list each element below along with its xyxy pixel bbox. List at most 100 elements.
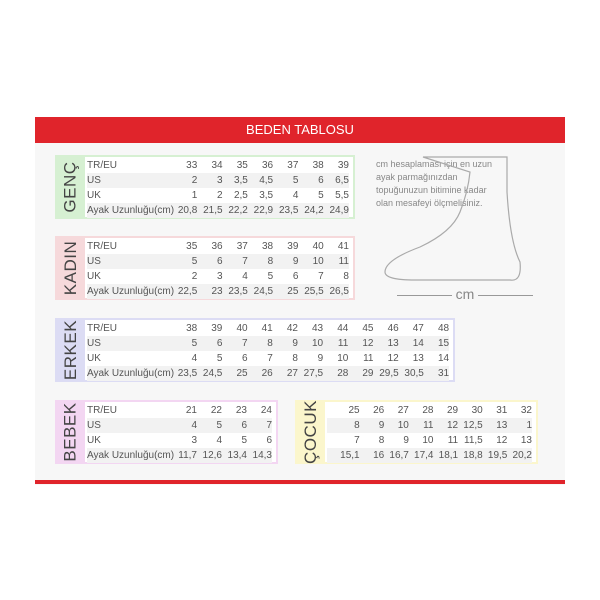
- table-row: 25 26 27 28 29 30 31 32: [327, 403, 533, 418]
- table-cell: 19,5: [487, 450, 508, 461]
- table-row: Ayak Uzunluğu(cm) 20,8 21,5 22,2 22,9 23,5 24,…: [87, 203, 349, 218]
- row-label: TR/EU: [87, 323, 117, 334]
- table-cell: 11: [423, 420, 434, 431]
- table-cell: 23,5: [177, 368, 198, 379]
- table-cell: 37: [287, 160, 299, 171]
- table-cell: 46: [387, 323, 399, 334]
- table-cell: 5: [267, 271, 274, 282]
- table-cell: 29: [362, 368, 374, 379]
- table-row: TR/EU 38 39 40 41 42 43 44 45 46 47 48: [87, 321, 449, 336]
- table-row: TR/EU 21 22 23 24: [87, 403, 272, 418]
- table-cell: 17,4: [414, 450, 434, 461]
- table-cell: 38: [262, 241, 274, 252]
- table-cell: 20,2: [512, 450, 532, 461]
- table-cell: 15: [437, 338, 450, 349]
- table-category-label: KADIN: [61, 240, 80, 296]
- table-cell: 23: [235, 405, 247, 416]
- table-cell: 8: [343, 271, 349, 282]
- foot-outline-icon: [384, 156, 521, 281]
- size-table-genc: GENÇ TR/EU 33 34 35 36 37 38 39 US 2 3 3,5 4,5 5 6 6,5 UK…: [55, 155, 355, 219]
- table-cell: 7: [242, 256, 248, 267]
- table-row: 7 8 9 10 11 11,5 12 13: [327, 433, 532, 448]
- table-row: US 5 6 7 8 9 10 11: [87, 254, 349, 269]
- table-cell: 22: [210, 405, 222, 416]
- row-label: UK: [87, 190, 101, 201]
- row-label: TR/EU: [87, 160, 117, 171]
- table-cell: 1: [526, 420, 532, 431]
- table-cell: 30,5: [404, 368, 424, 379]
- row-label: Ayak Uzunluğu(cm): [87, 368, 175, 379]
- row-label: UK: [87, 271, 101, 282]
- table-cell: 9: [378, 420, 385, 431]
- table-cell: 45: [362, 323, 374, 334]
- table-cell: 29,5: [379, 368, 399, 379]
- table-cell: 13: [412, 353, 424, 364]
- table-cell: 27: [397, 405, 409, 416]
- table-cell: 3: [217, 175, 223, 186]
- table-cell: 47: [412, 323, 424, 334]
- table-cell: 3: [217, 271, 223, 282]
- table-cell: 12: [362, 338, 374, 349]
- table-cell: 5: [216, 420, 222, 431]
- row-label: US: [87, 256, 101, 267]
- table-cell: 4: [292, 190, 299, 201]
- table-cell: 1: [191, 190, 198, 201]
- table-cell: 44: [337, 323, 349, 334]
- table-category-label: BEBEK: [61, 402, 81, 462]
- table-cell: 9: [292, 338, 298, 349]
- table-cell: 12: [387, 353, 399, 364]
- table-cell: 31: [437, 368, 450, 379]
- table-cell: 32: [520, 405, 532, 416]
- table-cell: 5: [216, 353, 223, 364]
- table-cell: 3: [191, 435, 197, 446]
- size-table-kadin: KADIN TR/EU 35 36 37 38 39 40 41 US 5 6 7 8 9 10 11 UK 2 3 4…: [55, 236, 355, 300]
- table-cell: 4,5: [259, 175, 274, 186]
- table-cell: 7: [267, 353, 273, 364]
- bottom-divider: [35, 480, 565, 484]
- table-cell: 41: [261, 323, 273, 334]
- length-indicator: cm: [385, 286, 545, 302]
- table-cell: 11: [447, 435, 459, 446]
- table-cell: 11: [337, 338, 349, 349]
- table-cell: 5: [318, 190, 324, 201]
- table-cell: 42: [286, 323, 298, 334]
- table-cell: 27: [286, 368, 298, 379]
- table-cell: 4: [216, 435, 222, 446]
- table-cell: 21: [185, 405, 197, 416]
- table-cell: 25: [348, 405, 360, 416]
- table-cell: 11: [363, 353, 374, 364]
- table-cell: 12,6: [202, 450, 222, 461]
- table-cell: 23: [211, 286, 223, 297]
- row-label: UK: [87, 353, 101, 364]
- table-cell: 13,4: [227, 450, 247, 461]
- table-cell: 23,5: [278, 205, 299, 216]
- table-cell: 37: [236, 241, 248, 252]
- table-cell: 30: [471, 405, 483, 416]
- table-cell: 10: [312, 256, 324, 267]
- table-cell: 2: [191, 175, 198, 186]
- table-cell: 12,5: [463, 420, 483, 431]
- measurement-note: cm hesaplaması için en uzun ayak parmağı…: [376, 159, 493, 208]
- table-cell: 4: [191, 420, 197, 431]
- table-row: UK 3 4 5 6: [87, 433, 272, 448]
- table-cell: 12: [447, 420, 459, 431]
- table-cell: 12: [496, 435, 508, 446]
- table-cell: 35: [186, 241, 198, 252]
- table-cell: 39: [337, 160, 349, 171]
- table-cell: 25,5: [304, 286, 324, 297]
- table-cell: 24: [260, 405, 272, 416]
- row-label: TR/EU: [87, 241, 117, 252]
- table-row: Ayak Uzunluğu(cm) 11,7 12,6 13,4 14,3: [87, 448, 272, 463]
- table-cell: 8: [292, 353, 298, 364]
- chart-title: BEDEN TABLOSU: [35, 117, 565, 143]
- table-cell: 36: [262, 160, 274, 171]
- table-cell: 11: [338, 256, 349, 267]
- row-label: TR/EU: [87, 405, 117, 416]
- size-table-erkek: ERKEK TR/EU 38 39 40 41 42 43 44 45 46 47 48 US 5 6 7 8 9 1…: [55, 318, 455, 382]
- table-cell: 24,5: [253, 286, 274, 297]
- table-cell: 5: [241, 435, 247, 446]
- table-row: TR/EU 35 36 37 38 39 40 41: [87, 239, 349, 254]
- table-cell: 2,5: [233, 190, 248, 201]
- table-row: 8 9 10 11 12 12,5 13 1: [327, 418, 532, 433]
- table-cell: 13: [520, 435, 532, 446]
